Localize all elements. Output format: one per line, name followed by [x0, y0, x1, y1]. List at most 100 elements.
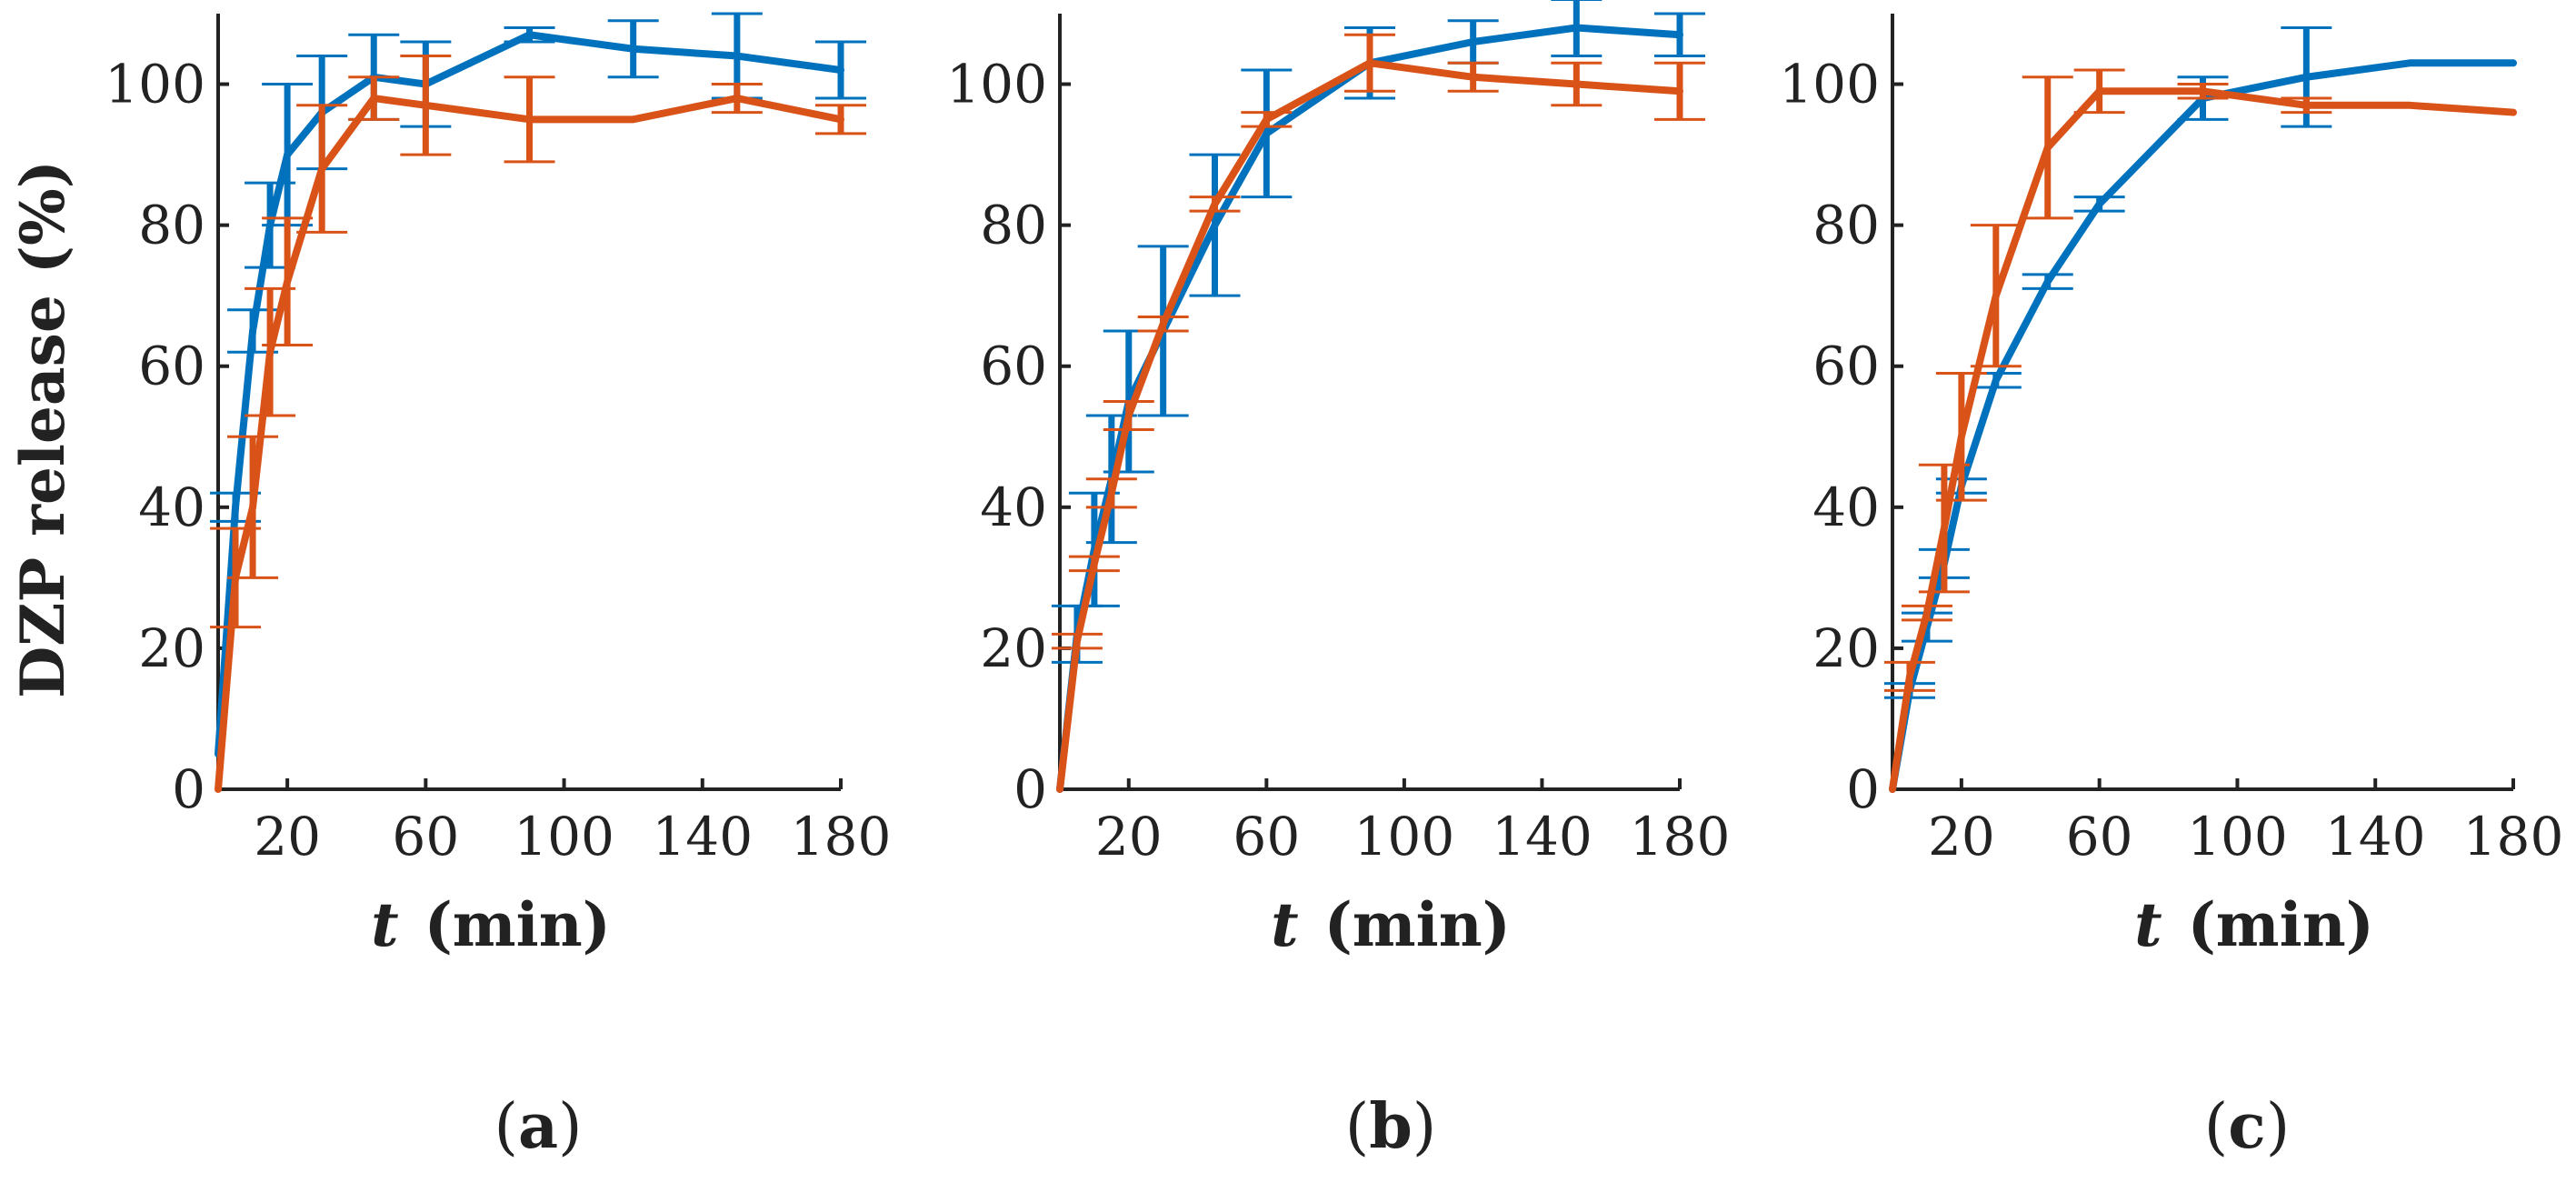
error-bar-blue-a-90	[504, 26, 555, 44]
x-tick-label-a-60: 60	[392, 806, 459, 867]
error-bar-orange-a-90	[504, 75, 555, 164]
y-tick-label-c-40: 40	[1812, 476, 1880, 538]
series-line-orange-a	[215, 95, 844, 793]
x-tick-label-c-100: 100	[2187, 806, 2288, 867]
y-tick-label-a-40: 40	[138, 476, 205, 538]
series-blue-c	[1883, 26, 2517, 793]
y-tick-label-b-40: 40	[980, 476, 1047, 538]
chart-panel-b: t (min) (b) 0 20 40 60 80 100 20 60 100 140 180	[946, 0, 1730, 1163]
chart-panel-c: t (min) (c) 0 20 40 60 80 100 20 60 100 140 180	[1779, 14, 2563, 1163]
series-line-orange-b	[1056, 59, 1683, 793]
x-tick-label-c-20: 20	[1928, 806, 1995, 867]
error-bar-orange-b-120	[1447, 61, 1499, 93]
error-bar-orange-c-60	[2073, 68, 2125, 115]
panel-label-a-letter: a	[518, 1090, 558, 1163]
y-tick-label-b-20: 20	[980, 617, 1047, 679]
error-bar-orange-a-20	[262, 216, 314, 346]
error-bar-orange-a-10	[227, 435, 279, 579]
error-bar-orange-b-20	[1103, 400, 1154, 432]
y-tick-label-c-0: 0	[1846, 758, 1880, 820]
series-blue-a	[210, 12, 866, 758]
x-tick-label-b-60: 60	[1233, 806, 1300, 867]
error-bar-orange-b-45	[1189, 195, 1241, 213]
y-tick-label-c-20: 20	[1812, 617, 1880, 679]
error-bar-orange-b-10	[1068, 555, 1120, 573]
error-bar-orange-a-150	[711, 83, 763, 115]
series-line-blue-a	[215, 31, 844, 758]
error-bar-orange-b-90	[1344, 33, 1395, 93]
x-tick-label-c-60: 60	[2066, 806, 2133, 867]
x-tick-label-c-180: 180	[2463, 806, 2564, 867]
y-tick-label-c-100: 100	[1779, 54, 1880, 115]
error-bar-orange-b-30	[1137, 315, 1189, 333]
y-tick-label-a-0: 0	[172, 758, 205, 820]
error-bar-orange-c-10	[1901, 604, 1952, 622]
x-axis-label-symbol-a: t	[371, 889, 399, 960]
error-bar-blue-b-45	[1189, 153, 1241, 297]
y-tick-label-a-100: 100	[105, 54, 205, 115]
x-axis-label-unit-a: (min)	[424, 889, 611, 960]
error-bar-blue-c-45	[2022, 273, 2073, 290]
panel-label-c-open: (	[2204, 1091, 2229, 1163]
series-orange-c	[1883, 68, 2517, 793]
series-line-blue-c	[1889, 59, 2517, 793]
error-bar-orange-b-60	[1241, 111, 1293, 128]
error-bar-orange-c-120	[2281, 96, 2332, 115]
series-blue-b	[1051, 0, 1705, 793]
x-tick-label-a-140: 140	[652, 806, 753, 867]
panel-label-a: (a)	[494, 1090, 582, 1163]
panel-label-b: (b)	[1345, 1090, 1437, 1163]
error-bar-orange-c-45	[2022, 75, 2073, 220]
series-orange-a	[210, 55, 866, 793]
series-line-orange-c	[1889, 87, 2517, 793]
error-bar-blue-a-180	[815, 40, 866, 100]
y-tick-label-b-0: 0	[1013, 758, 1047, 820]
y-tick-label-c-60: 60	[1812, 336, 1880, 397]
y-tick-label-b-80: 80	[980, 195, 1047, 256]
error-bar-orange-a-180	[815, 104, 866, 135]
x-axis-label-symbol-c: t	[2134, 889, 2162, 960]
error-bar-orange-b-180	[1654, 61, 1705, 121]
panel-label-b-letter: b	[1369, 1090, 1413, 1163]
error-bar-orange-c-20	[1935, 371, 1987, 502]
x-axis-label-a: t (min)	[371, 889, 611, 960]
error-bar-blue-a-120	[607, 19, 659, 79]
error-bar-orange-c-5	[1883, 660, 1935, 692]
error-bar-orange-c-30	[1970, 224, 2022, 368]
x-axis-label-symbol-b: t	[1271, 889, 1299, 960]
series-orange-b	[1051, 33, 1705, 793]
error-bar-orange-b-5	[1051, 632, 1103, 650]
chart-panel-a: t (min) (a) 0 20 40 60 80 100 20 60 100 140 180	[105, 12, 892, 1163]
y-tick-label-c-80: 80	[1812, 195, 1880, 256]
y-tick-label-a-20: 20	[138, 617, 205, 679]
x-tick-label-a-100: 100	[514, 806, 614, 867]
panel-label-c: (c)	[2204, 1090, 2290, 1163]
error-bar-orange-a-30	[296, 104, 348, 234]
series-line-blue-b	[1056, 24, 1683, 793]
x-tick-label-c-140: 140	[2325, 806, 2426, 867]
panel-label-c-letter: c	[2228, 1090, 2265, 1163]
x-axis-label-unit-c: (min)	[2188, 889, 2374, 960]
error-bar-orange-c-90	[2177, 83, 2229, 100]
error-bar-blue-b-60	[1241, 68, 1293, 199]
y-tick-label-a-80: 80	[138, 195, 205, 256]
x-tick-label-a-20: 20	[254, 806, 321, 867]
x-axis-label-unit-b: (min)	[1324, 889, 1511, 960]
panel-label-c-close: )	[2266, 1091, 2291, 1163]
x-tick-label-b-20: 20	[1095, 806, 1163, 867]
error-bar-blue-b-150	[1551, 0, 1603, 58]
x-axis-label-b: t (min)	[1271, 889, 1511, 960]
x-tick-label-b-180: 180	[1630, 806, 1731, 867]
x-tick-label-b-140: 140	[1492, 806, 1593, 867]
x-axis-label-c: t (min)	[2134, 889, 2374, 960]
y-tick-label-a-60: 60	[138, 336, 205, 397]
error-bar-orange-a-45	[348, 75, 400, 121]
error-bar-orange-a-60	[400, 55, 452, 156]
y-axis-label: DZP release (%)	[7, 160, 78, 698]
panel-label-b-close: )	[1413, 1091, 1437, 1163]
x-tick-label-a-180: 180	[791, 806, 892, 867]
y-tick-label-b-60: 60	[980, 336, 1047, 397]
panel-label-b-open: (	[1345, 1091, 1370, 1163]
error-bar-blue-c-60	[2073, 195, 2125, 213]
